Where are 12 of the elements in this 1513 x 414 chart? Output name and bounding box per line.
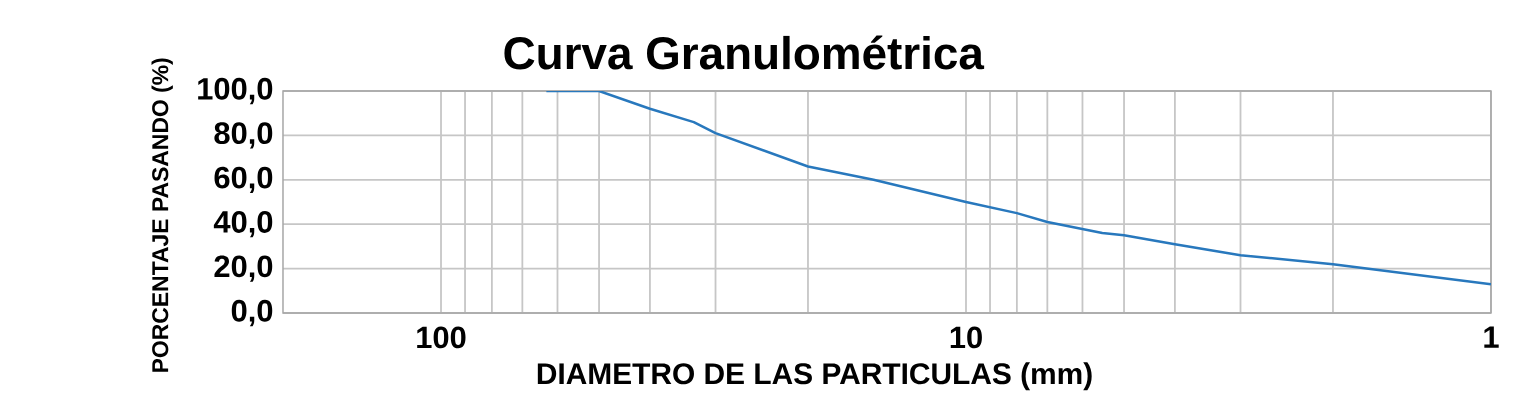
y-tick-label: 60,0	[214, 166, 273, 193]
x-axis-title: DIAMETRO DE LAS PARTICULAS (mm)	[537, 362, 1092, 391]
y-tick-label: 40,0	[213, 211, 273, 238]
y-tick-label: 80,0	[214, 122, 273, 149]
y-tick-label: 20,0	[214, 255, 273, 282]
y-tick-label: 100,0	[198, 77, 273, 105]
y-tick-label: 0,0	[231, 299, 273, 327]
chart-title: Curva Granulométrica	[504, 35, 985, 70]
x-tick-label: 1	[1484, 326, 1499, 348]
x-tick-label: 100	[417, 326, 466, 349]
x-tick-label: 10	[950, 326, 982, 349]
y-axis-title: PORCENTAJE PASANDO (%)	[151, 58, 173, 372]
